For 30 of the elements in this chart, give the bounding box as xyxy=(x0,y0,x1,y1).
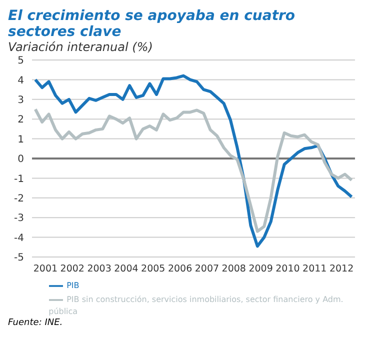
chart-title: El crecimiento se apoyaba en cuatro sectores clave xyxy=(8,8,296,40)
chart-subtitle: Variación interanual (%) xyxy=(8,40,154,54)
y-tick-label: 0 xyxy=(18,154,24,166)
y-tick-label: 1 xyxy=(18,134,24,146)
x-tick-label: 2003 xyxy=(87,264,112,275)
y-tick-label: -5 xyxy=(14,252,24,264)
legend-label: PIB sin construcción, servicios inmobiliarios, sector financiero y Adm. pública xyxy=(48,295,344,316)
source-note: Fuente: INE. xyxy=(8,318,64,328)
y-tick-label: -1 xyxy=(14,174,24,185)
x-tick-label: 2006 xyxy=(168,264,192,275)
x-tick-label: 2009 xyxy=(248,264,273,275)
x-tick-label: 2004 xyxy=(114,264,138,275)
x-tick-label: 2007 xyxy=(194,264,220,275)
x-tick-label: 2008 xyxy=(222,264,246,275)
y-tick-label: 5 xyxy=(18,56,24,67)
y-tick-label: 3 xyxy=(18,94,24,106)
x-tick-label: 2005 xyxy=(141,264,166,275)
x-tick-label: 2010 xyxy=(276,264,300,275)
y-tick-label: 4 xyxy=(18,75,24,86)
legend-label: PIB xyxy=(66,281,80,290)
line-series xyxy=(34,108,354,233)
x-tick-label: 2012 xyxy=(329,264,354,275)
x-tick-label: 2002 xyxy=(60,264,84,275)
y-tick-label: -2 xyxy=(14,193,24,204)
x-tick-label: 2011 xyxy=(302,264,327,275)
y-tick-label: -4 xyxy=(14,232,24,244)
y-tick-label: 2 xyxy=(18,114,24,126)
x-tick-label: 2001 xyxy=(33,264,58,275)
line-series xyxy=(34,74,354,248)
y-tick-label: -3 xyxy=(14,213,24,224)
